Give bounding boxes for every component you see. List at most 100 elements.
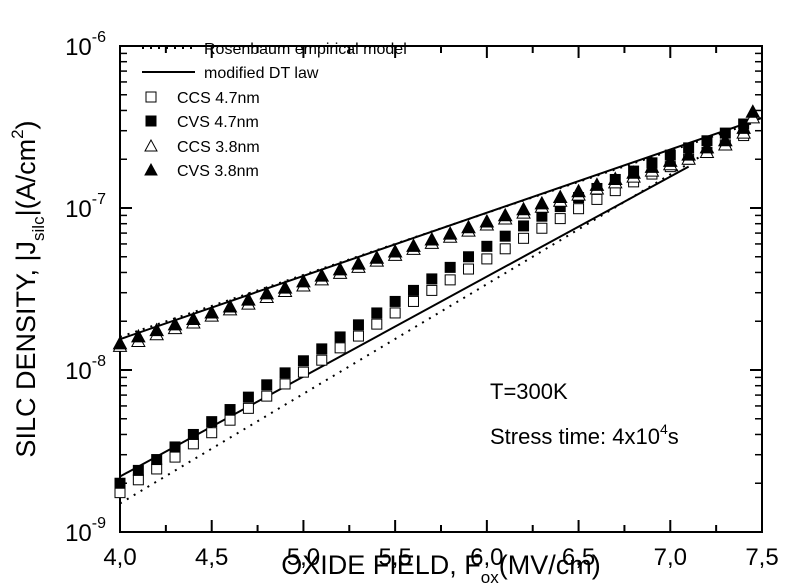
- data-point-square-open: [132, 474, 144, 486]
- series-line-rosenbaum: [119, 118, 763, 338]
- annotations: T=300K Stress time: 4x104s: [490, 379, 679, 449]
- legend-label-rosenbaum: Rosenbaum empirical model: [204, 41, 407, 58]
- y-axis-title-tail: ): [11, 120, 41, 129]
- data-point-square-filled: [499, 230, 511, 242]
- x-axis-title-sub: ox: [481, 568, 499, 585]
- x-tick-label: 6,5: [562, 544, 595, 571]
- x-tick-label: 5,0: [287, 544, 320, 571]
- data-point-square-filled: [444, 261, 456, 273]
- data-point-triangle-filled: [241, 292, 256, 306]
- data-point-square-open: [316, 354, 328, 366]
- annotation-temperature: T=300K: [490, 379, 568, 404]
- y-axis-title: SILC DENSITY, |Jsilc|(A/cm2): [8, 120, 48, 457]
- y-tick-label: 10-8: [65, 353, 106, 385]
- legend-marker-cvs-38: [144, 162, 158, 176]
- x-axis-title-main: OXIDE FIELD, F: [281, 550, 481, 580]
- data-point-square-open: [554, 213, 566, 225]
- legend-label-cvs-47: CVS 4.7nm: [177, 114, 259, 131]
- data-point-triangle-filled: [626, 165, 641, 179]
- data-point-square-filled: [206, 416, 218, 428]
- x-tick-label: 5,5: [378, 544, 411, 571]
- data-point-triangle-filled: [552, 189, 568, 204]
- data-point-square-open: [224, 414, 236, 426]
- data-point-square-open: [518, 232, 530, 244]
- data-point-triangle-filled: [149, 322, 165, 337]
- data-point-square-filled: [407, 284, 419, 296]
- y-tick-labels: 10-9 10-8 10-7 10-6: [65, 29, 106, 547]
- data-point-triangle-filled: [387, 243, 403, 258]
- data-point-triangle-filled: [662, 153, 678, 167]
- axis-ticks: [119, 45, 763, 533]
- legend-label-modified-dt: modified DT law: [204, 65, 319, 82]
- data-point-square-open: [242, 402, 254, 414]
- data-point-square-filled: [224, 404, 236, 416]
- data-point-triangle-filled: [222, 298, 238, 313]
- data-point-triangle-filled: [571, 183, 586, 198]
- data-point-square-filled: [334, 331, 346, 343]
- legend-marker-cvs-47: [145, 115, 157, 127]
- data-point-square-open: [463, 263, 475, 275]
- data-point-square-filled: [371, 307, 383, 319]
- data-point-triangle-filled: [479, 213, 495, 228]
- data-point-triangle-filled: [369, 250, 385, 264]
- data-point-triangle-filled: [516, 201, 531, 216]
- legend-marker-ccs-47: [145, 91, 157, 103]
- data-point-triangle-filled: [314, 268, 330, 282]
- x-axis-title: OXIDE FIELD, Fox(MV/cm): [281, 550, 601, 585]
- data-point-triangle-filled: [351, 256, 366, 270]
- legend-label-cvs-38: CVS 3.8nm: [177, 163, 259, 180]
- data-point-triangle-filled: [259, 285, 275, 300]
- data-point-square-open: [536, 222, 548, 234]
- data-point-square-filled: [187, 428, 199, 440]
- legend: Rosenbaum empirical model modified DT la…: [142, 41, 407, 180]
- data-point-triangle-filled: [681, 147, 696, 161]
- legend-label-ccs-38: CCS 3.8nm: [177, 139, 260, 156]
- data-point-triangle-filled: [607, 171, 623, 185]
- data-point-square-filled: [151, 454, 163, 466]
- data-point-square-open: [279, 378, 291, 390]
- x-tick-label: 4,0: [103, 544, 136, 571]
- x-tick-label: 7,5: [745, 544, 778, 571]
- y-tick-label: 10-6: [65, 29, 106, 61]
- data-point-square-filled: [132, 464, 144, 476]
- data-point-square-filled: [389, 295, 401, 307]
- data-point-square-open: [426, 284, 438, 296]
- annotation-stress-prefix: Stress time: 4x10: [490, 424, 660, 449]
- data-point-square-open: [261, 390, 273, 402]
- data-point-triangle-filled: [296, 273, 311, 288]
- data-point-square-open: [151, 463, 163, 475]
- x-tick-label: 7,0: [654, 544, 687, 571]
- data-point-triangle-filled: [736, 120, 751, 134]
- data-point-square-open: [334, 342, 346, 354]
- data-point-square-filled: [297, 355, 309, 367]
- x-tick-label: 6,0: [470, 544, 503, 571]
- data-point-square-open: [206, 427, 218, 439]
- legend-marker-ccs-38: [144, 138, 158, 152]
- y-axis-title-sub: silc: [29, 216, 48, 241]
- data-point-square-filled: [463, 251, 475, 263]
- data-point-triangle-filled: [332, 261, 348, 276]
- data-point-square-open: [481, 253, 493, 265]
- data-point-square-filled: [352, 319, 364, 331]
- data-point-square-open: [187, 438, 199, 450]
- data-point-square-open: [389, 307, 401, 319]
- data-point-triangle-filled: [112, 335, 128, 350]
- data-point-triangle-filled: [717, 132, 733, 147]
- y-tick-label: 10-7: [65, 191, 106, 223]
- data-point-square-filled: [481, 240, 493, 252]
- data-point-square-open: [352, 330, 364, 342]
- annotation-stress-suffix: s: [668, 424, 679, 449]
- data-point-triangle-filled: [186, 311, 201, 325]
- data-point-triangle-filled: [406, 238, 421, 252]
- data-point-square-open: [573, 203, 585, 215]
- data-point-triangle-filled: [442, 226, 458, 240]
- data-point-square-open: [169, 451, 181, 463]
- data-point-triangle-filled: [277, 280, 293, 294]
- data-point-square-filled: [242, 391, 254, 403]
- y-axis-title-main: SILC DENSITY, |J: [11, 241, 41, 458]
- data-point-square-filled: [279, 367, 291, 379]
- data-point-triangle-filled: [699, 139, 715, 154]
- data-point-square-filled: [316, 343, 328, 355]
- annotation-stress-time: Stress time: 4x104s: [490, 421, 679, 449]
